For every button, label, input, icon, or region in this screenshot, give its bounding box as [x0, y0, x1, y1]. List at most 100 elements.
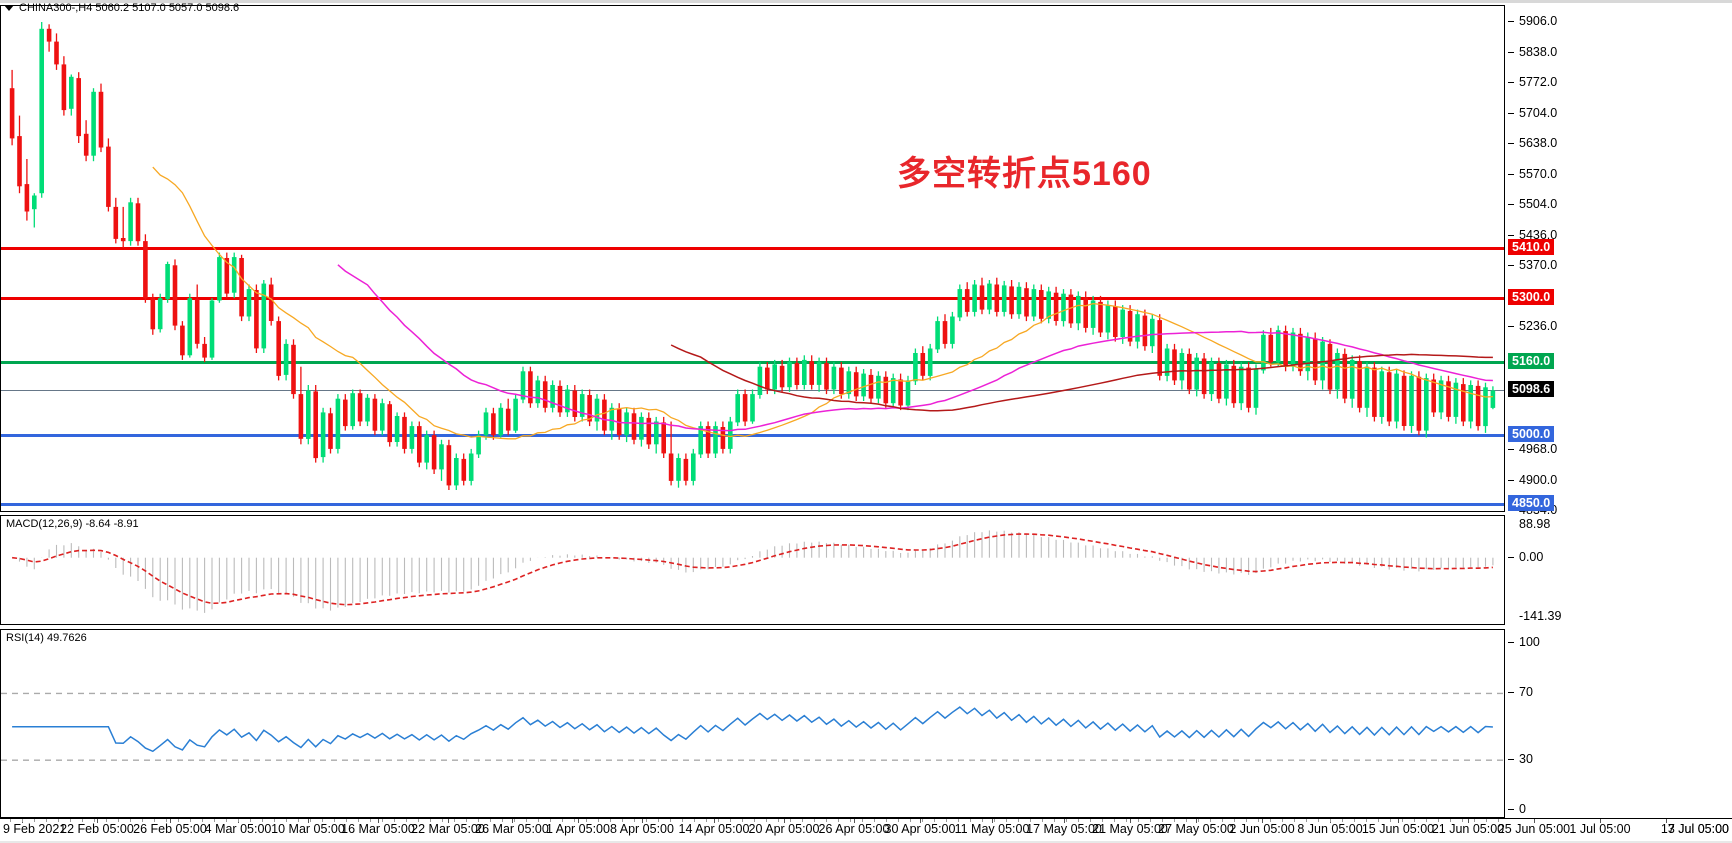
date-axis[interactable]: 9 Feb 2021 22 Feb 05:00 26 Feb 05:00 4 Mar …: [0, 818, 1732, 843]
date-minor-tick: [1270, 819, 1271, 822]
date-minor-tick: [862, 819, 863, 822]
date-minor-tick: [1066, 819, 1067, 822]
date-tick: [1666, 819, 1667, 823]
date-minor-tick: [202, 819, 203, 822]
date-minor-tick: [82, 819, 83, 822]
date-minor-tick: [166, 819, 167, 822]
date-minor-tick: [1378, 819, 1379, 822]
price-tick: 5772.0: [1506, 75, 1557, 89]
date-minor-tick: [550, 819, 551, 822]
date-minor-tick: [1102, 819, 1103, 822]
date-minor-tick: [922, 819, 923, 822]
date-minor-tick: [454, 819, 455, 822]
date-minor-tick: [658, 819, 659, 822]
date-minor-tick: [670, 819, 671, 822]
date-minor-tick: [586, 819, 587, 822]
macd-caption: MACD(12,26,9) -8.64 -8.91: [6, 518, 139, 530]
date-label: 15 Jun 05:00: [1361, 822, 1435, 836]
date-label: 26 Apr 05:00: [818, 822, 890, 836]
date-minor-tick: [622, 819, 623, 822]
date-minor-tick: [1090, 819, 1091, 822]
date-minor-tick: [1114, 819, 1115, 822]
price-tick: 5236.0: [1506, 319, 1557, 333]
date-minor-tick: [838, 819, 839, 822]
price-level-line[interactable]: [1, 361, 1504, 365]
date-tick: [642, 819, 643, 823]
symbol-quote-bar: CHINA300-,H4 5060.2 5107.0 5057.0 5098.6: [0, 0, 1732, 16]
rsi-plot-area[interactable]: [1, 630, 1504, 817]
price-level-tag: 5000.0: [1508, 426, 1555, 443]
price-tick: 5704.0: [1506, 106, 1557, 120]
date-label: 25 Jun 05:00: [1497, 822, 1571, 836]
window-top-strip: [0, 0, 1732, 3]
price-scale-axis[interactable]: 5906.0 5838.0 5772.0 5704.0 5638.0 5570.0 5504…: [1506, 5, 1732, 517]
date-minor-tick: [1222, 819, 1223, 822]
macd-plot-area[interactable]: [1, 516, 1504, 624]
date-minor-tick: [70, 819, 71, 822]
date-minor-tick: [1390, 819, 1391, 822]
date-minor-tick: [1018, 819, 1019, 822]
date-minor-tick: [934, 819, 935, 822]
date-minor-tick: [694, 819, 695, 822]
date-tick: [1262, 819, 1263, 823]
date-tick: [170, 819, 171, 823]
rsi-scale-axis[interactable]: 100 70 30 0: [1506, 629, 1732, 818]
date-minor-tick: [1210, 819, 1211, 822]
rsi-panel[interactable]: RSI(14) 49.7626: [0, 629, 1505, 818]
date-minor-tick: [646, 819, 647, 822]
date-minor-tick: [682, 819, 683, 822]
price-level-line[interactable]: [1, 246, 1504, 250]
date-tick: [1534, 819, 1535, 823]
date-minor-tick: [730, 819, 731, 822]
price-chart-panel[interactable]: [0, 5, 1505, 512]
price-level-line[interactable]: [1, 434, 1504, 438]
price-level-tag: 4850.0: [1508, 494, 1555, 511]
date-minor-tick: [814, 819, 815, 822]
date-label: 8 Jun 05:00: [1297, 822, 1363, 836]
date-minor-tick: [1318, 819, 1319, 822]
date-minor-tick: [994, 819, 995, 822]
date-tick: [512, 819, 513, 823]
date-minor-tick: [106, 819, 107, 822]
date-minor-tick: [382, 819, 383, 822]
date-minor-tick: [1342, 819, 1343, 822]
price-level-line[interactable]: [1, 297, 1504, 301]
date-label: 22 Mar 05:00: [411, 822, 485, 836]
date-minor-tick: [1294, 819, 1295, 822]
date-minor-tick: [286, 819, 287, 822]
price-tick: 4968.0: [1506, 442, 1557, 456]
date-minor-tick: [1366, 819, 1367, 822]
price-level-line[interactable]: [1, 502, 1504, 506]
date-minor-tick: [706, 819, 707, 822]
triangle-down-icon[interactable]: [4, 5, 14, 11]
macd-scale-axis[interactable]: 88.98 0.00 -141.39: [1506, 515, 1732, 625]
date-minor-tick: [1354, 819, 1355, 822]
date-minor-tick: [478, 819, 479, 822]
date-minor-tick: [514, 819, 515, 822]
date-minor-tick: [574, 819, 575, 822]
date-tick: [1130, 819, 1131, 823]
date-minor-tick: [1474, 819, 1475, 822]
date-label: 16 Mar 05:00: [341, 822, 415, 836]
date-minor-tick: [46, 819, 47, 822]
date-minor-tick: [1462, 819, 1463, 822]
price-plot-area[interactable]: [1, 6, 1504, 511]
date-minor-tick: [1138, 819, 1139, 822]
date-minor-tick: [22, 819, 23, 822]
date-tick: [1398, 819, 1399, 823]
date-minor-tick: [94, 819, 95, 822]
date-tick: [992, 819, 993, 823]
date-minor-tick: [502, 819, 503, 822]
macd-panel[interactable]: MACD(12,26,9) -8.64 -8.91: [0, 515, 1505, 625]
date-minor-tick: [298, 819, 299, 822]
date-minor-tick: [154, 819, 155, 822]
rsi-tick: 70: [1506, 685, 1533, 699]
date-minor-tick: [334, 819, 335, 822]
price-level-tag: 5300.0: [1508, 289, 1555, 306]
date-label: 1 Apr 05:00: [546, 822, 610, 836]
date-label: 21 Jun 05:00: [1431, 822, 1505, 836]
price-tick: 5370.0: [1506, 258, 1557, 272]
date-minor-tick: [1234, 819, 1235, 822]
date-label: 4 Mar 05:00: [204, 822, 272, 836]
